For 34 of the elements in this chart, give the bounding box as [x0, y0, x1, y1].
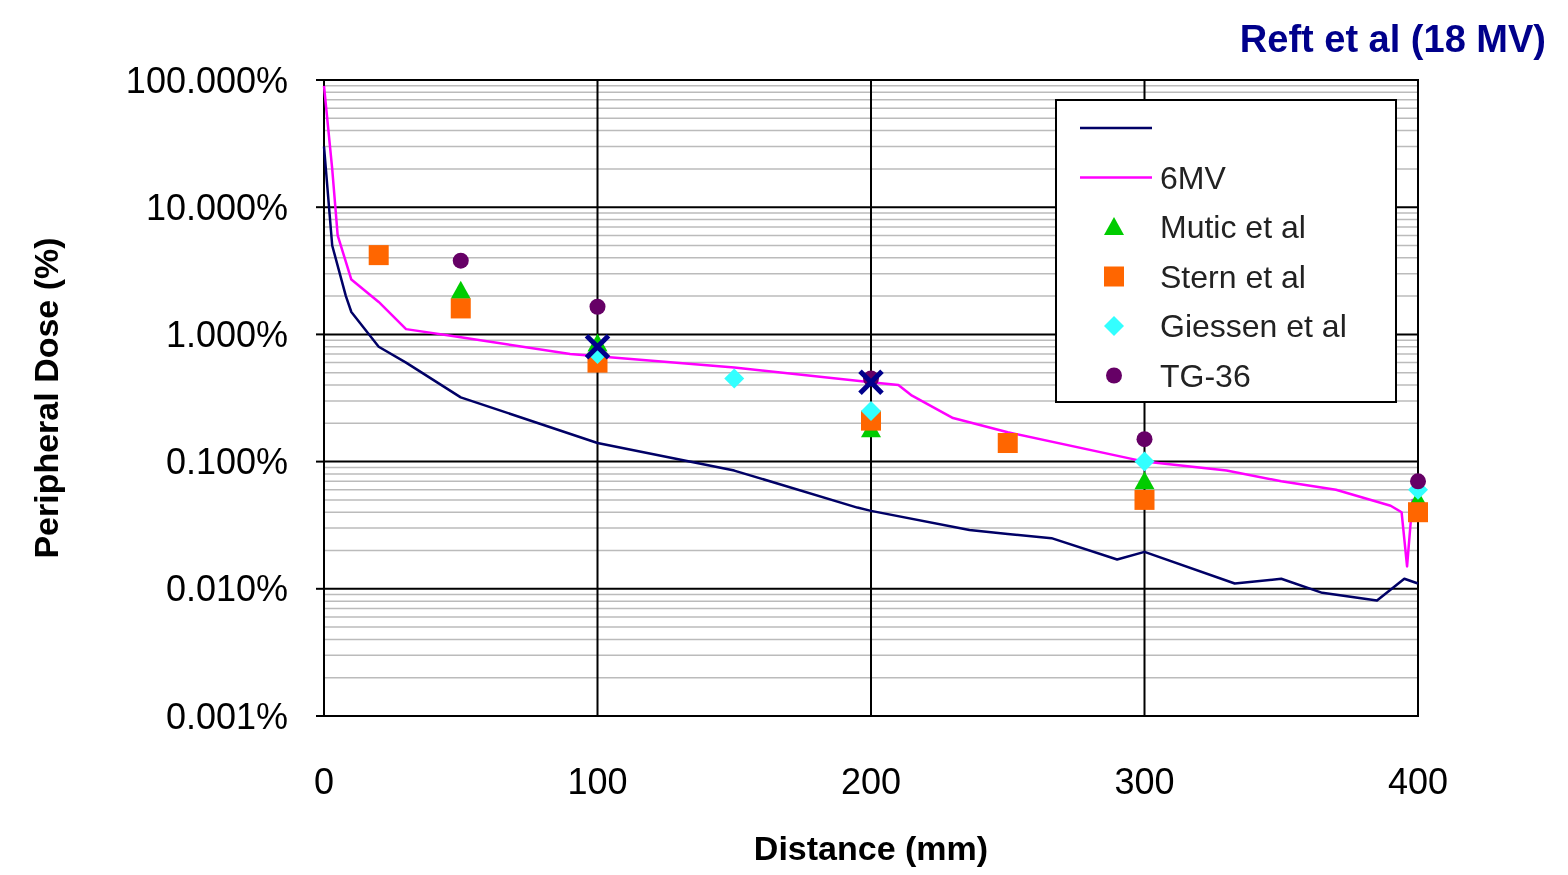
x-tick-label: 100	[567, 761, 628, 802]
point	[1408, 502, 1428, 523]
point	[1410, 473, 1426, 490]
point	[861, 400, 881, 421]
legend-label: TG-36	[1160, 357, 1251, 394]
y-tick-label: 1.000%	[165, 314, 288, 355]
x-tick-label: 200	[840, 761, 902, 802]
point	[450, 298, 471, 319]
x-tick-label: 300	[1114, 761, 1175, 802]
y-tick-label: 0.010%	[165, 568, 288, 610]
point	[368, 245, 389, 266]
point	[1136, 431, 1153, 448]
point	[589, 298, 606, 315]
y-tick-label: 0.100%	[165, 441, 288, 483]
legend-label: 6MV	[1160, 159, 1227, 196]
point	[1134, 471, 1155, 490]
point	[997, 433, 1018, 454]
point	[584, 333, 611, 361]
point	[1134, 489, 1155, 510]
point	[452, 252, 469, 269]
point	[1134, 451, 1155, 472]
point	[450, 280, 471, 299]
legend-label: Giessen et al	[1160, 308, 1347, 345]
chart-title: Reft et al (18 MV)	[1239, 18, 1546, 60]
x-tick-label: 400	[1387, 761, 1449, 802]
x-axis-title: Distance (mm)	[753, 829, 989, 867]
y-tick-label: 10.000%	[145, 186, 288, 228]
y-tick-label: 100.000%	[125, 59, 288, 101]
legend-label: Stern et al	[1160, 258, 1306, 295]
x-tick-label: 0	[313, 761, 335, 802]
point	[724, 368, 745, 389]
legend-label: Mutic et al	[1160, 209, 1306, 246]
y-axis-title: Peripheral Dose (%)	[27, 237, 65, 559]
y-tick-label: 0.001%	[165, 695, 288, 737]
